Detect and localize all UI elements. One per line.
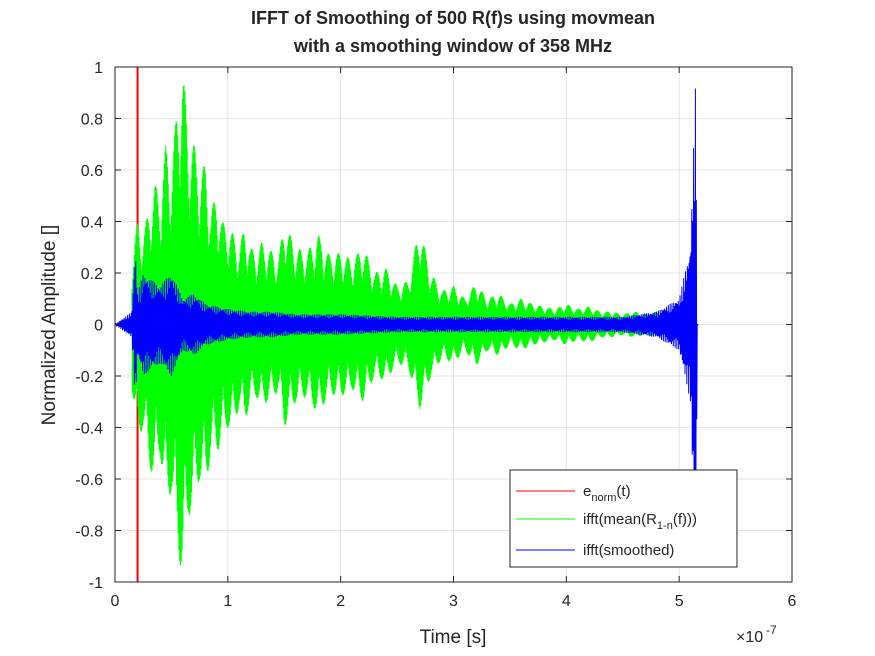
- series-layer: [114, 67, 699, 582]
- x-tick-label-3: 3: [449, 593, 458, 610]
- y-tick-label-4: -0.2: [75, 369, 103, 386]
- legend: enorm(t) ifft(mean(R1-n(f))) ifft(smooth…: [509, 469, 738, 568]
- legend-green-sub: 1-n: [657, 520, 673, 532]
- chart-title-line-2: with a smoothing window of 358 MHz: [293, 36, 612, 56]
- x-tick-label-4: 4: [562, 593, 571, 610]
- chart-title-line-1: IFFT of Smoothing of 500 R(f)s using mov…: [251, 8, 655, 28]
- legend-red-main: e: [583, 483, 591, 500]
- y-tick-label-1: -0.8: [75, 524, 103, 541]
- axis-ticks: 0 1 2 3 4 5 6 -1 -0.8 -0.6 -0.4 -0.2 0 0.2 0.4 0.6 0.8 1: [75, 60, 796, 610]
- x-tick-label-6: 6: [788, 593, 797, 610]
- legend-green-main: ifft(mean(R: [583, 511, 657, 528]
- y-tick-label-0: -1: [89, 575, 103, 592]
- y-axis-label: Normalized Amplitude []: [39, 225, 60, 426]
- x-exponent-power: -7: [766, 623, 777, 637]
- legend-label-blue: ifft(smoothed): [583, 542, 674, 559]
- x-axis-label: Time [s]: [420, 627, 487, 648]
- y-tick-label-2: -0.6: [75, 472, 103, 489]
- y-tick-label-3: -0.4: [75, 421, 103, 438]
- legend-red-tail: (t): [616, 483, 630, 500]
- x-tick-label-5: 5: [675, 593, 684, 610]
- legend-blue-main: ifft(smoothed): [583, 542, 674, 559]
- legend-label-red: enorm(t): [583, 483, 631, 504]
- legend-red-sub: norm: [591, 492, 616, 504]
- y-tick-label-6: 0.2: [81, 266, 103, 283]
- x-tick-label-2: 2: [336, 593, 345, 610]
- x-tick-label-0: 0: [111, 593, 120, 610]
- y-tick-label-8: 0.6: [81, 163, 103, 180]
- y-tick-label-9: 0.8: [81, 112, 103, 129]
- y-tick-label-5: 0: [94, 318, 103, 335]
- series-line-blue: [114, 88, 699, 537]
- legend-green-tail: (f))): [673, 511, 697, 528]
- y-tick-label-10: 1: [94, 60, 103, 77]
- y-tick-label-7: 0.4: [81, 215, 103, 232]
- legend-label-green: ifft(mean(R1-n(f))): [583, 511, 697, 532]
- x-tick-label-1: 1: [223, 593, 232, 610]
- x-exponent-base: ×10: [736, 629, 763, 646]
